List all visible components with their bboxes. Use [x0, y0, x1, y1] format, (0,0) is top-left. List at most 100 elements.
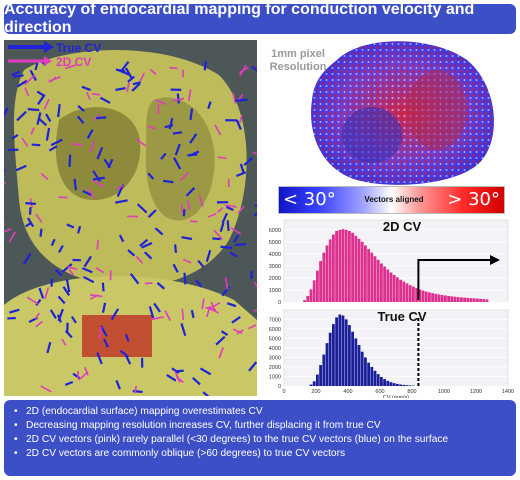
histogram-bar [344, 229, 348, 302]
vector-arrow [84, 366, 89, 376]
histogram-bar [399, 279, 402, 302]
histogram-bar [351, 232, 354, 302]
vector-arrow [77, 115, 85, 124]
histogram-bar [367, 362, 370, 386]
histogram-2d-cv: 0 1000 2000 3000 4000 5000 6000 2D CV [269, 219, 509, 306]
vector-arrow [172, 131, 183, 135]
histogram-bar [348, 325, 351, 386]
histogram-bar [466, 297, 470, 302]
histogram-bar [316, 374, 319, 386]
vector-arrow [115, 199, 128, 204]
vector-arrow [66, 223, 75, 229]
vector-arrow [11, 134, 19, 140]
histogram-bar [335, 230, 338, 302]
vector-arrow [224, 276, 229, 290]
histogram-bar [463, 297, 466, 302]
title-banner: Accuracy of endocardial mapping for cond… [4, 1, 516, 36]
vector-arrow [96, 116, 107, 120]
vector-arrow [56, 314, 62, 323]
histogram-bar [450, 296, 454, 302]
vector-arrow [221, 286, 231, 297]
histogram-bar [386, 380, 390, 386]
histogram-bar [482, 299, 486, 302]
histogram-bar [325, 245, 329, 302]
vector-arrow [174, 244, 178, 253]
vector-arrow [162, 179, 174, 184]
histogram-bar [389, 272, 393, 302]
histogram-bar [344, 319, 348, 386]
y-tick-label: 4000 [269, 252, 281, 258]
vector-arrow [81, 267, 93, 274]
vector-arrow [103, 158, 111, 169]
histogram-bar [383, 266, 386, 302]
vector-arrow [61, 338, 67, 346]
vector-arrow [96, 239, 99, 250]
alignment-map [262, 40, 516, 188]
vector-arrow [239, 66, 249, 74]
vector-arrow [16, 79, 28, 88]
colorbar-mid-label: Vectors aligned [364, 195, 424, 204]
y-tick-label: 0 [278, 384, 281, 390]
vector-arrow [24, 87, 30, 97]
histogram-bar [309, 289, 313, 302]
vector-arrow [155, 99, 167, 106]
histogram-bar [412, 286, 415, 302]
vector-arrow [208, 302, 221, 310]
vector-arrow [27, 108, 40, 112]
x-tick-label: 400 [343, 389, 352, 395]
vector-arrow [205, 306, 217, 311]
vector-arrow [13, 74, 24, 78]
vector-arrow [125, 67, 133, 80]
vector-arrow [29, 69, 37, 81]
vector-arrow [86, 187, 95, 199]
x-axis-label: CV (mm/s) [383, 395, 409, 398]
y-tick-label: 5000 [269, 240, 281, 246]
histogram-bar [453, 296, 457, 302]
vector-arrow [187, 153, 198, 157]
vector-arrow [254, 204, 257, 208]
vector-arrow [253, 308, 257, 312]
vector-arrow [40, 385, 52, 393]
vector-arrow [118, 234, 125, 243]
vector-arrow [202, 391, 210, 396]
vector-arrow [141, 242, 153, 249]
histogram-bar [364, 245, 367, 302]
vector-arrow [135, 138, 147, 147]
vector-arrow [119, 349, 129, 358]
vector-arrow [199, 367, 212, 376]
vector-arrow [174, 143, 181, 156]
vector-arrow [238, 114, 243, 123]
vector-arrow [62, 286, 71, 297]
vector-arrow [115, 68, 126, 73]
vector-arrow [147, 125, 156, 130]
vector-arrow [25, 202, 36, 205]
histogram-bar [421, 290, 425, 302]
histogram-bar [351, 331, 354, 386]
resolution-label: 1mm pixel Resolution [268, 48, 328, 74]
vector-arrow [73, 178, 77, 191]
vector-arrow [189, 220, 198, 223]
histogram-bar [392, 383, 396, 386]
vector-arrow [36, 112, 42, 125]
histogram-bar [399, 384, 402, 386]
vector-arrow [201, 298, 205, 310]
vector-arrow [231, 315, 241, 324]
histogram-bar [357, 238, 361, 302]
vector-arrow [156, 282, 166, 290]
vector-arrow [96, 146, 104, 160]
vector-arrow [35, 213, 43, 223]
histogram-true-cv: 0 1000 2000 3000 4000 5000 6000 7000 True CV 0 200… [269, 309, 514, 398]
vector-arrow [16, 110, 27, 122]
findings-list: 2D (endocardial surface) mapping overest… [12, 405, 508, 461]
finding-item: 2D CV vectors (pink) rarely parallel (<3… [12, 433, 508, 447]
resolution-label-line1: 1mm pixel [271, 48, 325, 60]
vector-arrow [251, 65, 257, 72]
vector-arrow [164, 124, 174, 129]
vector-arrow [139, 72, 146, 82]
vector-arrow [212, 237, 221, 241]
y-tick-label: 3000 [269, 355, 281, 361]
histogram-bar [373, 370, 377, 386]
x-tick-label: 1000 [438, 389, 450, 395]
vector-arrow [174, 371, 181, 383]
vector-arrow [39, 228, 43, 237]
